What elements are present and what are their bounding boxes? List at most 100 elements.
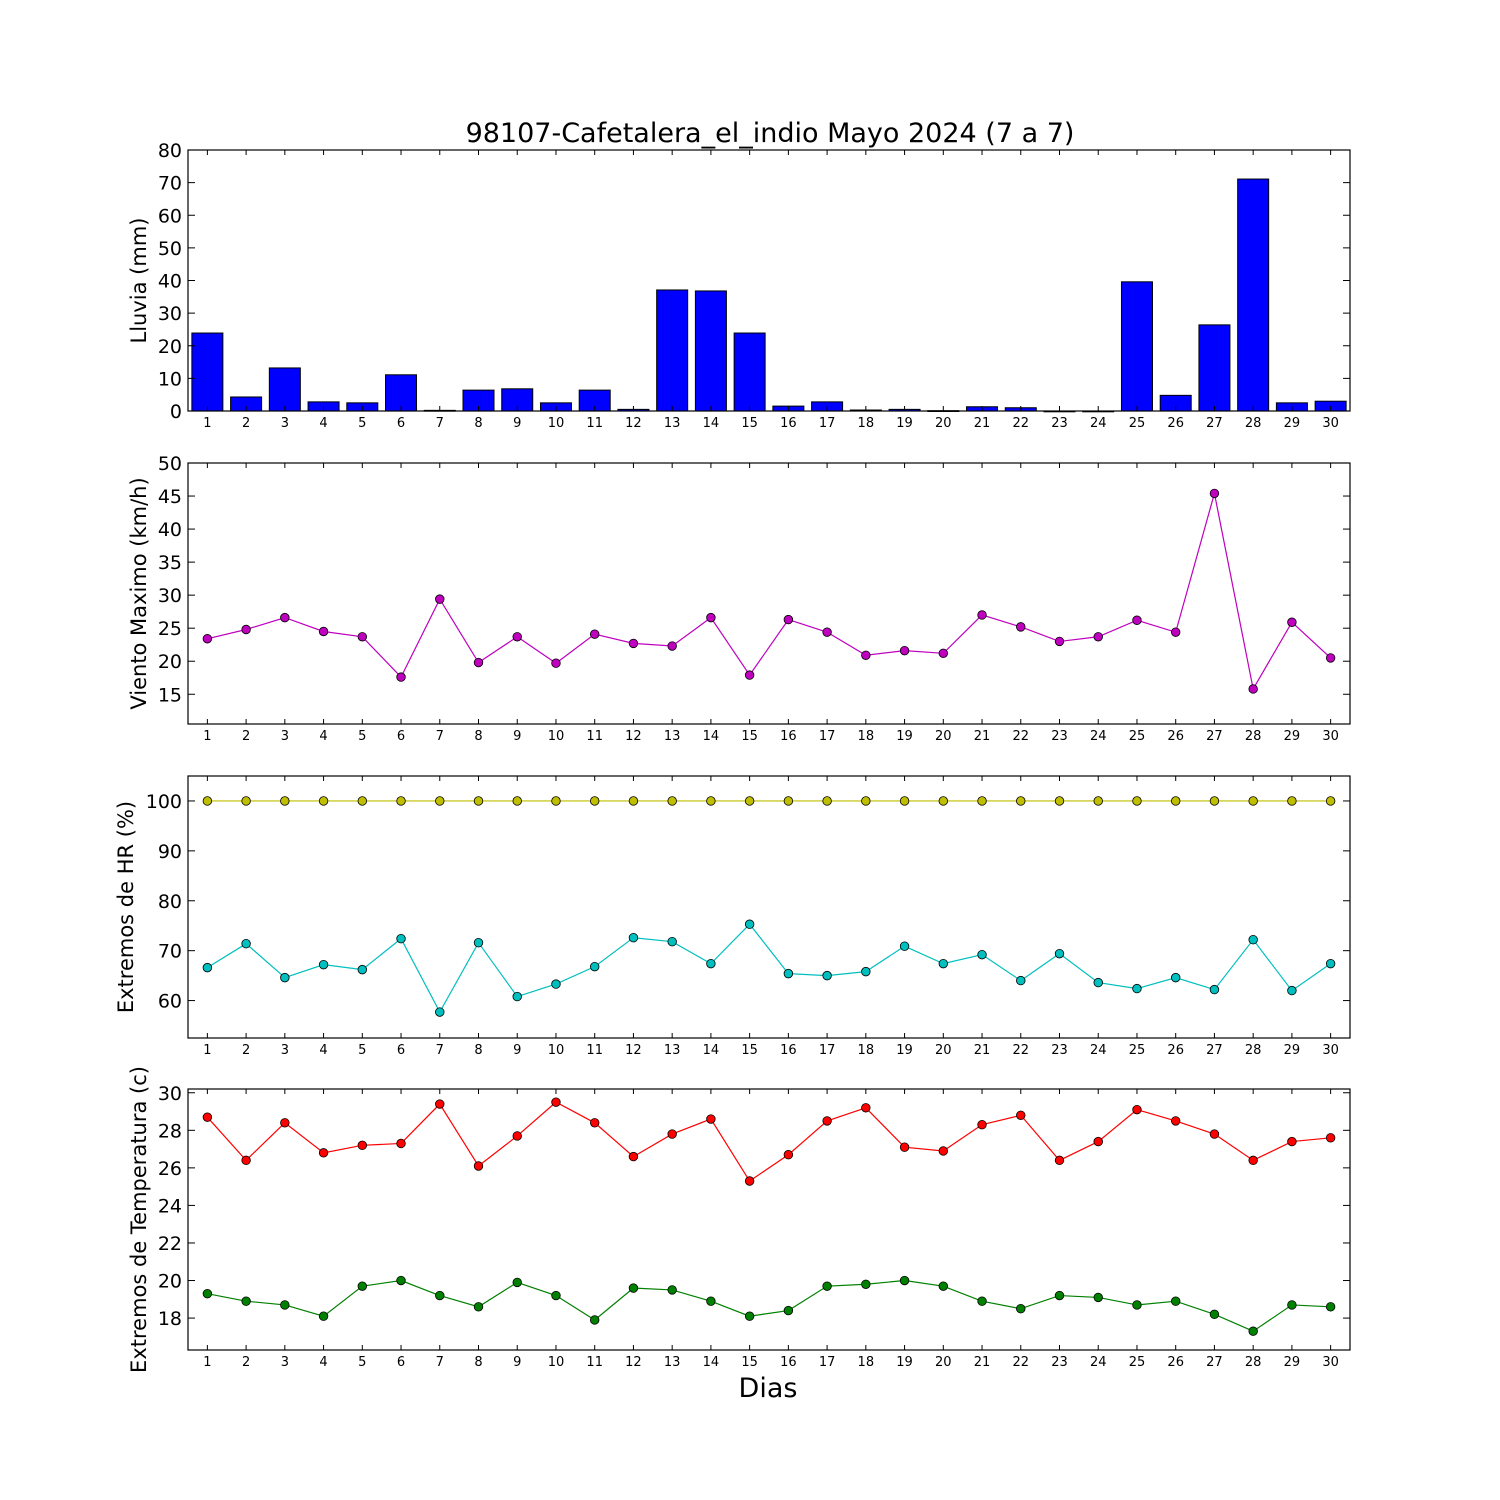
series-2-point-day-16 bbox=[783, 968, 794, 979]
y-tick-label: 40 bbox=[158, 271, 182, 293]
x-tick-label: 4 bbox=[319, 416, 327, 431]
plot-frame bbox=[187, 775, 1351, 1039]
series-1-point-day-2 bbox=[241, 796, 251, 806]
x-tick-label: 24 bbox=[1090, 1043, 1107, 1058]
plot-frame bbox=[187, 462, 1351, 725]
series-2-point-day-14 bbox=[706, 1296, 716, 1306]
x-tick-label: 4 bbox=[319, 1355, 327, 1370]
series-1-point-day-25 bbox=[1132, 796, 1142, 806]
series-1-point-day-16 bbox=[783, 614, 794, 625]
series-1-point-day-3 bbox=[280, 1118, 290, 1128]
x-tick-label: 23 bbox=[1051, 1355, 1068, 1370]
y-tick-label: 20 bbox=[158, 1271, 182, 1293]
series-2-point-day-2 bbox=[241, 1296, 251, 1306]
x-tick-label: 3 bbox=[281, 1355, 289, 1370]
series-2-point-day-23 bbox=[1054, 1290, 1065, 1301]
y-axis-label: Extremos de Temperatura (c) bbox=[127, 1066, 151, 1373]
series-1-point-day-20 bbox=[938, 796, 949, 806]
x-tick-label: 12 bbox=[625, 416, 642, 431]
series-1-point-day-19 bbox=[899, 796, 910, 806]
series-1-point-day-18 bbox=[861, 796, 871, 806]
x-tick-label: 22 bbox=[1012, 416, 1029, 431]
x-tick-label: 7 bbox=[436, 1043, 444, 1058]
x-tick-label: 14 bbox=[703, 1043, 720, 1058]
series-2-point-day-3 bbox=[280, 972, 290, 983]
series-1-point-day-7 bbox=[435, 796, 445, 806]
x-tick-label: 3 bbox=[281, 416, 289, 431]
series-1-point-day-7 bbox=[435, 594, 445, 604]
x-tick-label: 3 bbox=[281, 1043, 289, 1058]
series-1-point-day-5 bbox=[357, 1140, 368, 1151]
series-1-point-day-18 bbox=[861, 1103, 871, 1113]
y-tick-label: 70 bbox=[158, 941, 182, 963]
x-tick-label: 9 bbox=[513, 416, 521, 431]
x-tick-label: 18 bbox=[858, 729, 875, 744]
series-1-point-day-4 bbox=[318, 626, 329, 637]
bar-day-6 bbox=[385, 374, 418, 412]
x-tick-label: 18 bbox=[858, 416, 875, 431]
series-1-point-day-26 bbox=[1170, 627, 1181, 637]
series-1-point-day-9 bbox=[512, 796, 522, 806]
series-1-point-day-12 bbox=[628, 1151, 639, 1162]
series-1-point-day-13 bbox=[667, 796, 677, 806]
series-1-point-day-22 bbox=[1016, 796, 1026, 806]
series-2-point-day-25 bbox=[1132, 1300, 1142, 1310]
x-tick-label: 22 bbox=[1012, 1043, 1029, 1058]
y-tick-label: 100 bbox=[146, 791, 182, 813]
x-tick-label: 26 bbox=[1167, 1043, 1184, 1058]
series-2-point-day-21 bbox=[977, 949, 987, 960]
x-tick-label: 13 bbox=[664, 416, 681, 431]
series-1-point-day-21 bbox=[977, 1119, 987, 1130]
series-1-point-day-8 bbox=[473, 796, 484, 806]
series-2-point-day-26 bbox=[1170, 972, 1181, 983]
y-tick-label: 25 bbox=[158, 618, 182, 640]
y-tick-label: 30 bbox=[158, 1083, 182, 1105]
series-1-point-day-27 bbox=[1209, 796, 1220, 806]
series-1-point-day-18 bbox=[861, 650, 871, 660]
series-2-point-day-10 bbox=[551, 979, 561, 989]
series-1-point-day-9 bbox=[512, 1131, 522, 1141]
series-2-point-day-28 bbox=[1248, 934, 1258, 945]
x-tick-label: 13 bbox=[664, 1355, 681, 1370]
series-2-line bbox=[207, 1279, 1331, 1332]
series-1-point-day-28 bbox=[1248, 684, 1258, 694]
series-1-point-day-28 bbox=[1248, 1155, 1258, 1166]
bar-day-25 bbox=[1120, 281, 1153, 412]
chart-panels: 1 2 3 4 5 6 7 8 9 10 11 12 13 14 15 16 17 18 19 20 21 22 23 24 2… bbox=[114, 140, 1351, 1373]
series-1-point-day-15 bbox=[744, 670, 755, 680]
x-tick-label: 7 bbox=[436, 729, 444, 744]
x-tick-label: 26 bbox=[1167, 1355, 1184, 1370]
series-1-point-day-17 bbox=[822, 796, 832, 806]
x-tick-label: 27 bbox=[1206, 1355, 1223, 1370]
series-1-point-day-26 bbox=[1170, 796, 1181, 806]
x-tick-label: 1 bbox=[203, 1355, 211, 1370]
series-1-point-day-14 bbox=[706, 796, 716, 806]
x-tick-label: 28 bbox=[1245, 416, 1262, 431]
x-tick-label: 18 bbox=[858, 1355, 875, 1370]
series-1-point-day-17 bbox=[822, 627, 832, 637]
panel-2: 1 2 3 4 5 6 7 8 9 10 11 12 13 14 15 16 17 18 19 20 21 22 23 24 2… bbox=[127, 453, 1351, 744]
x-tick-label: 25 bbox=[1129, 416, 1146, 431]
y-tick-label: 35 bbox=[158, 552, 182, 574]
x-tick-label: 5 bbox=[358, 416, 366, 431]
bar-day-1 bbox=[191, 332, 224, 412]
series-1-point-day-22 bbox=[1016, 1110, 1026, 1120]
bar-day-14 bbox=[694, 290, 727, 412]
x-tick-label: 23 bbox=[1051, 416, 1068, 431]
y-tick-label: 30 bbox=[158, 585, 182, 607]
series-2-point-day-2 bbox=[241, 938, 251, 949]
x-tick-label: 7 bbox=[436, 416, 444, 431]
series-2-point-day-9 bbox=[512, 991, 522, 1002]
series-1-point-day-11 bbox=[590, 1118, 600, 1128]
series-1-line bbox=[206, 1101, 1331, 1182]
x-tick-label: 14 bbox=[703, 729, 720, 744]
series-2-point-day-21 bbox=[977, 1296, 987, 1306]
series-1-point-day-27 bbox=[1209, 1129, 1220, 1139]
x-tick-label: 21 bbox=[974, 1355, 991, 1370]
x-tick-label: 24 bbox=[1090, 1355, 1107, 1370]
x-tick-label: 29 bbox=[1284, 1355, 1301, 1370]
x-tick-label: 1 bbox=[203, 729, 211, 744]
x-tick-label: 2 bbox=[242, 1043, 250, 1058]
y-tick-label: 22 bbox=[158, 1233, 182, 1255]
series-1-point-day-23 bbox=[1054, 796, 1065, 806]
